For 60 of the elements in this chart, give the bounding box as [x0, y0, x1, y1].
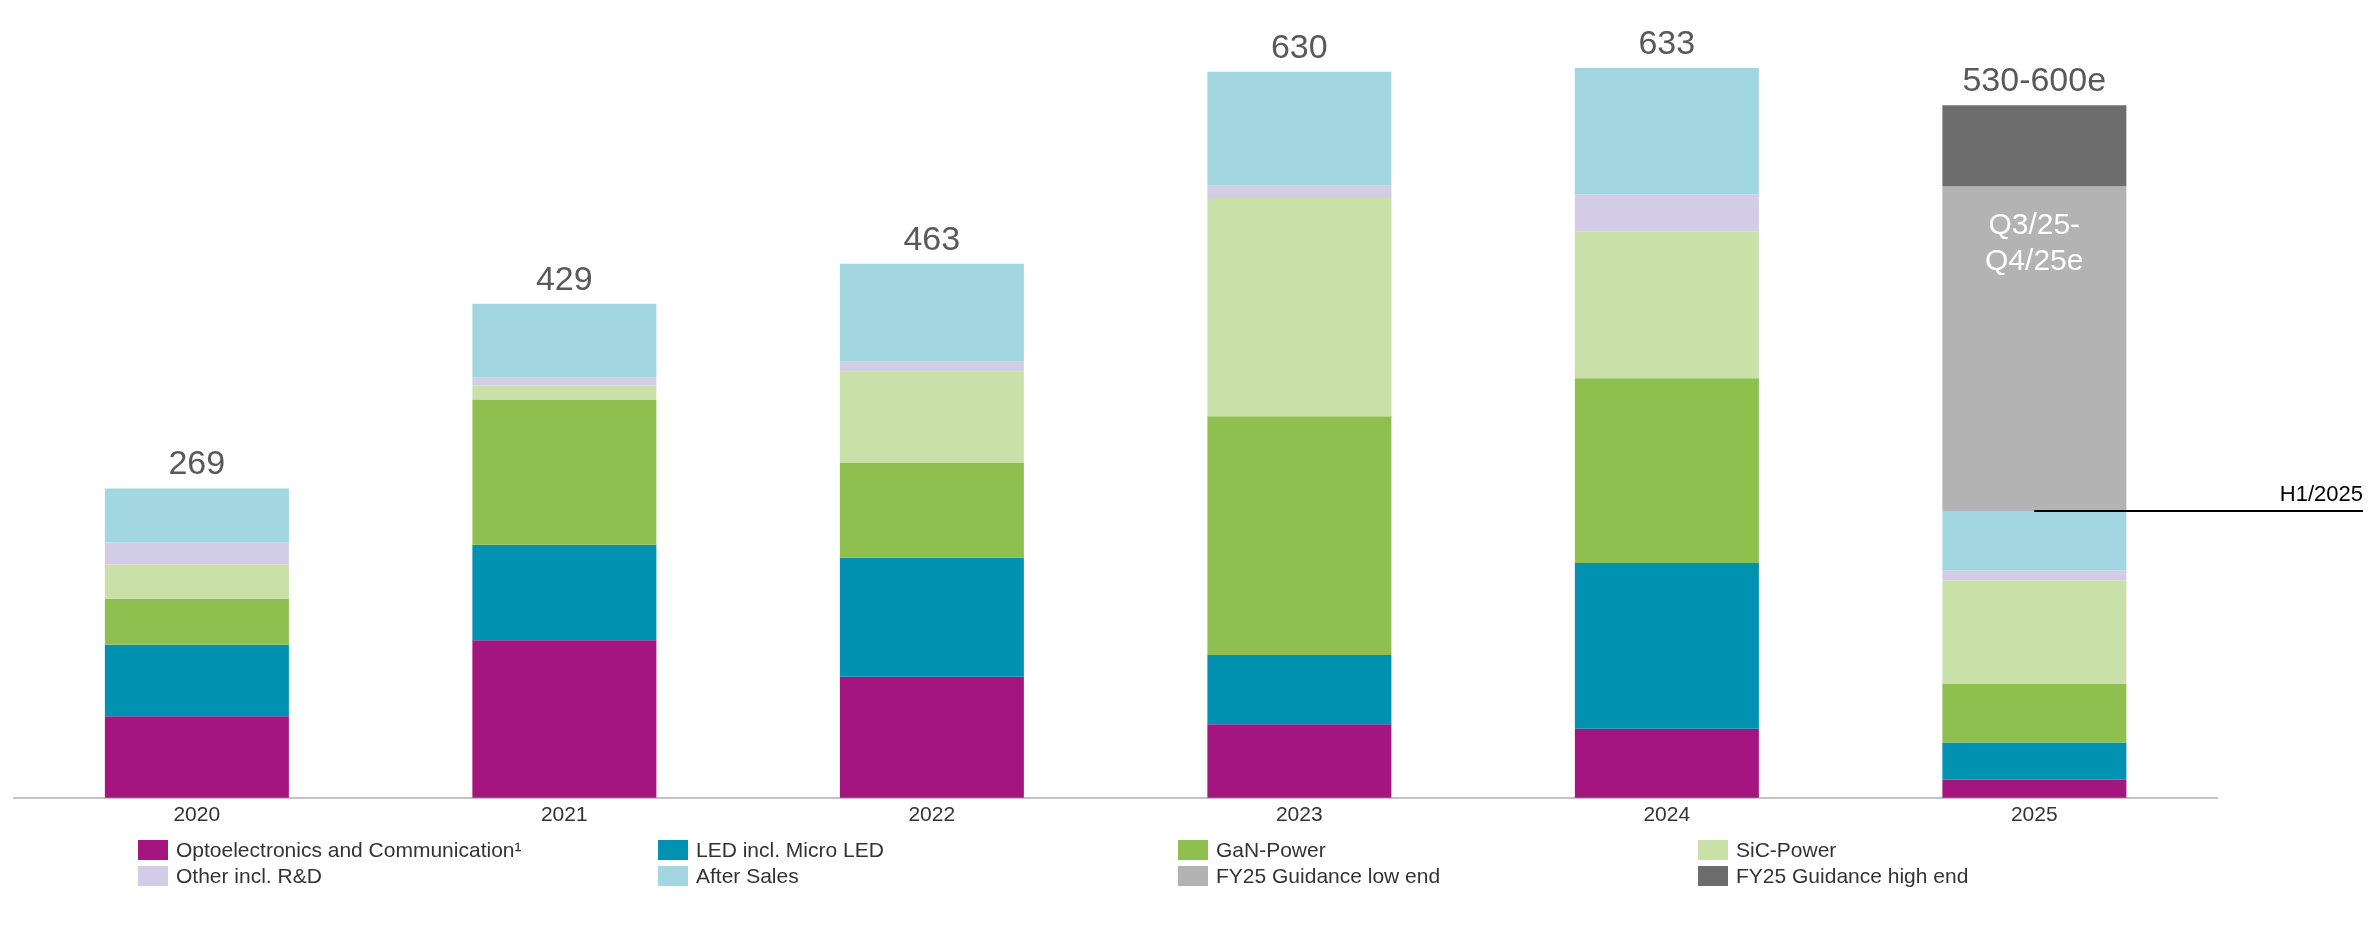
bar — [1942, 779, 2127, 798]
x-tick-label: 2020 — [173, 801, 221, 825]
bar — [1942, 511, 2127, 571]
annotation: 429 — [535, 258, 593, 297]
annotation: 463 — [903, 218, 961, 257]
bar — [1942, 683, 2127, 743]
bar — [839, 557, 1024, 677]
bar — [839, 371, 1024, 463]
annotation: H1/2025 — [2279, 481, 2363, 507]
bar — [1207, 185, 1392, 198]
bar — [472, 377, 657, 386]
bar — [1207, 197, 1392, 417]
bar — [104, 564, 289, 599]
bar — [839, 462, 1024, 558]
bar — [1574, 562, 1759, 729]
bar — [472, 385, 657, 400]
legend-label: Other incl. R&D — [175, 864, 323, 888]
bar — [1942, 742, 2127, 780]
legend-label: SiC-Power — [1735, 838, 1838, 862]
bar — [839, 676, 1024, 798]
bar — [839, 263, 1024, 362]
bar — [1574, 231, 1759, 379]
legend-label: GaN-Power — [1215, 838, 1327, 862]
bar — [1942, 570, 2127, 581]
legend-label: FY25 Guidance low end — [1215, 864, 1442, 888]
bar — [1942, 580, 2127, 684]
bar — [104, 598, 289, 645]
annotation: 530-600e — [1962, 60, 2107, 99]
x-tick-label: 2024 — [1643, 801, 1691, 825]
bar — [104, 716, 289, 798]
bar — [1574, 378, 1759, 563]
x-tick-label: 2021 — [540, 801, 588, 825]
bar — [1207, 71, 1392, 186]
annotation: 630 — [1270, 26, 1328, 65]
bar — [472, 640, 657, 798]
bar — [1574, 728, 1759, 798]
bar — [472, 303, 657, 378]
bar — [1207, 724, 1392, 798]
legend-label: Optoelectronics and Communication¹ — [175, 838, 523, 862]
bar — [104, 488, 289, 543]
bar — [104, 542, 289, 565]
x-tick-label: 2025 — [2010, 801, 2058, 825]
bar — [104, 644, 289, 717]
bar — [472, 544, 657, 641]
bar — [1942, 105, 2127, 187]
bar — [1207, 416, 1392, 655]
legend-label: LED incl. Micro LED — [695, 838, 885, 862]
annotation: 269 — [168, 443, 226, 482]
annotation: Q3/25-Q4/25e — [1985, 207, 2084, 277]
legend-label: FY25 Guidance high end — [1735, 864, 1970, 888]
bar — [1574, 194, 1759, 232]
bar — [472, 399, 657, 545]
legend-label: After Sales — [695, 864, 800, 888]
x-tick-label: 2023 — [1275, 801, 1323, 825]
bar — [1574, 68, 1759, 195]
annotation: 633 — [1638, 23, 1696, 61]
x-tick-label: 2022 — [908, 801, 956, 825]
bar — [1207, 654, 1392, 725]
bar — [839, 361, 1024, 372]
bar — [1942, 186, 2127, 512]
